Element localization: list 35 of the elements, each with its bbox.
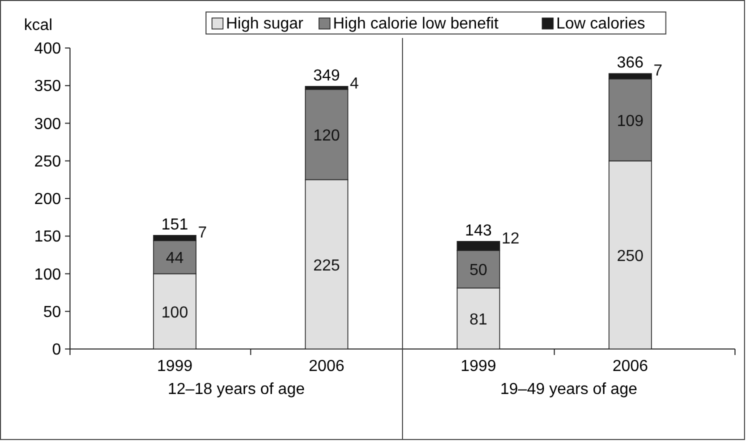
data-label: 81 <box>470 312 488 329</box>
data-label: 120 <box>313 128 340 145</box>
data-label: 100 <box>161 304 188 322</box>
total-label: 143 <box>465 222 492 240</box>
y-axis-title: kcal <box>24 17 52 34</box>
x-tick-label: 1999 <box>156 358 193 375</box>
data-label: 7 <box>653 62 662 80</box>
y-tick-label: 150 <box>34 228 62 246</box>
text: 12–18 years of age <box>168 381 305 398</box>
x-tick-label: 2006 <box>308 358 344 375</box>
data-label: 7 <box>198 224 208 242</box>
y-tick-label: 300 <box>34 116 62 133</box>
y-tick-label: 50 <box>43 304 62 321</box>
y-tick-label: 200 <box>34 191 62 208</box>
text: 19–49 years of age <box>500 381 638 398</box>
y-tick-label: 400 <box>34 40 62 58</box>
total-label: 349 <box>313 67 340 84</box>
y-tick-label: 0 <box>52 342 62 358</box>
data-label: 12 <box>502 230 520 248</box>
data-label: 225 <box>313 257 340 274</box>
legend-label: Low calories <box>556 16 646 32</box>
data-label: 44 <box>166 250 184 268</box>
data-label: 50 <box>470 262 488 280</box>
total-label: 151 <box>161 216 188 234</box>
legend-label: High sugar <box>226 16 304 32</box>
data-label: 109 <box>616 112 644 130</box>
x-tick-label: 2006 <box>612 358 648 375</box>
y-tick-label: 250 <box>34 153 62 170</box>
total-label: 366 <box>616 54 644 72</box>
data-label: 250 <box>616 248 644 265</box>
legend-label: High calorie low benefit <box>333 16 499 32</box>
y-tick-label: 100 <box>34 266 62 284</box>
x-tick-label: 1999 <box>460 358 496 375</box>
y-tick-label: 350 <box>34 78 62 96</box>
data-label: 4 <box>350 75 359 92</box>
